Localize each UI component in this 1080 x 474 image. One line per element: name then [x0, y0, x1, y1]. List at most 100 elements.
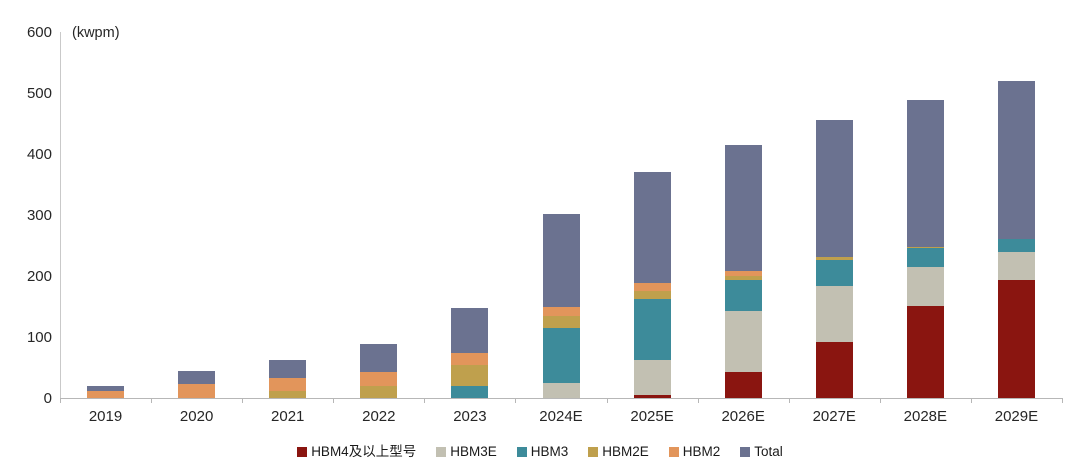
bar-segment-HBM2: [178, 383, 216, 398]
x-category-label: 2026E: [721, 408, 765, 425]
bar-segment-HBM3E: [542, 382, 580, 398]
y-tick-label: 0: [43, 389, 52, 407]
x-axis-tick: [1062, 398, 1063, 403]
bar-segment-HBM2E: [451, 365, 489, 386]
bar-2025E: [633, 172, 671, 398]
x-axis-tick: [60, 398, 61, 403]
bar-segment-HBM2: [724, 271, 762, 276]
bar-segment-HBM4及以上型号: [906, 306, 944, 398]
bar-segment-HBM2: [87, 390, 125, 398]
legend-swatch-icon: [588, 447, 599, 457]
legend-label: HBM3: [530, 444, 569, 459]
bar-segment-HBM2: [360, 372, 398, 386]
x-axis-tick: [151, 398, 153, 403]
bar-segment-HBM3: [906, 247, 944, 267]
legend: HBM4及以上型号 HBM3E HBM3 HBM2E HBM2 Total: [0, 445, 1080, 459]
x-category-label: 2021: [271, 408, 305, 425]
legend-swatch-icon: [740, 447, 751, 457]
x-category-label: 2023: [453, 408, 487, 425]
bar-segment-Total: [633, 172, 671, 284]
bar-2027E: [815, 120, 853, 398]
bar-segment-Total: [360, 344, 398, 373]
legend-swatch-icon: [436, 447, 447, 457]
legend-swatch-icon: [297, 447, 308, 457]
bar-segment-HBM2E: [633, 290, 671, 300]
x-axis-tick: [424, 398, 426, 403]
bar-segment-HBM3: [724, 280, 762, 312]
bar-segment-HBM3E: [997, 251, 1035, 280]
legend-swatch-icon: [516, 447, 527, 457]
bar-segment-HBM2: [542, 306, 580, 316]
bar-2028E: [906, 100, 944, 398]
bar-segment-Total: [815, 120, 853, 257]
x-axis-tick: [879, 398, 881, 403]
x-axis-tick: [788, 398, 790, 403]
bar-segment-HBM4及以上型号: [633, 394, 671, 398]
bar-segment-HBM2E: [906, 246, 944, 248]
legend-item-HBM3E: HBM3E: [436, 445, 497, 459]
bar-segment-HBM2E: [815, 256, 853, 260]
x-category-label: 2019: [88, 408, 123, 425]
legend-swatch-icon: [668, 447, 679, 457]
x-axis-tick: [333, 398, 335, 403]
bar-segment-Total: [87, 385, 125, 391]
bar-segment-HBM3: [542, 327, 580, 383]
bar-segment-HBM2: [451, 353, 489, 366]
bar-segment-HBM4及以上型号: [815, 342, 853, 398]
bar-2022: [360, 344, 398, 398]
x-axis-line: [60, 398, 1062, 399]
bar-segment-Total: [178, 371, 216, 384]
legend-item-HBM2E: HBM2E: [588, 445, 649, 459]
bar-2029E: [997, 80, 1035, 398]
x-category-label: 2024E: [539, 408, 583, 425]
bar-segment-Total: [997, 80, 1035, 239]
x-axis-tick: [970, 398, 972, 403]
bar-segment-Total: [451, 307, 489, 354]
bar-segment-HBM3E: [724, 311, 762, 373]
bar-segment-HBM2: [633, 283, 671, 291]
bar-segment-HBM2E: [542, 315, 580, 328]
bar-segment-HBM3E: [815, 286, 853, 343]
bar-2023: [451, 307, 489, 398]
legend-item-Total: Total: [740, 445, 783, 459]
y-axis-unit-label: (kwpm): [72, 25, 120, 41]
bar-segment-HBM3: [815, 259, 853, 287]
bar-segment-HBM3: [633, 299, 671, 361]
bar-segment-HBM3: [451, 385, 489, 398]
bar-segment-Total: [724, 144, 762, 272]
legend-label: HBM2: [682, 444, 721, 459]
bar-2021: [269, 359, 307, 398]
bar-segment-HBM4及以上型号: [724, 372, 762, 398]
legend-label: HBM3E: [450, 444, 497, 459]
x-axis-tick: [697, 398, 699, 403]
x-category-label: 2028E: [903, 408, 948, 425]
bar-2019: [87, 385, 125, 398]
legend-item-HBM2: HBM2: [668, 444, 721, 459]
bar-segment-Total: [542, 213, 580, 307]
x-category-label: 2029E: [994, 408, 1039, 425]
x-category-label: 2027E: [812, 408, 856, 425]
bar-segment-Total: [906, 100, 944, 247]
bar-segment-Total: [269, 359, 307, 378]
bar-2024E: [542, 213, 580, 398]
y-tick-label: 200: [26, 267, 52, 285]
y-tick-label: 300: [26, 206, 52, 224]
bar-segment-HBM2E: [360, 385, 398, 398]
bar-segment-HBM2E: [724, 276, 762, 281]
legend-item-HBM4及以上型号: HBM4及以上型号: [297, 445, 416, 459]
bar-segment-HBM2: [269, 377, 307, 392]
x-category-label: 2022: [362, 408, 396, 425]
x-axis-tick: [515, 398, 517, 403]
bar-2020: [178, 371, 216, 398]
x-category-label: 2020: [179, 408, 214, 425]
x-axis-tick: [606, 398, 608, 403]
x-category-label: 2025E: [630, 408, 674, 425]
y-tick-label: 600: [26, 23, 52, 41]
y-tick-label: 100: [26, 328, 52, 346]
legend-item-HBM3: HBM3: [516, 444, 569, 459]
bar-segment-HBM3: [997, 238, 1035, 252]
legend-label: HBM4及以上型号: [311, 444, 417, 459]
x-axis-tick: [242, 398, 244, 403]
bar-2026E: [724, 144, 762, 398]
